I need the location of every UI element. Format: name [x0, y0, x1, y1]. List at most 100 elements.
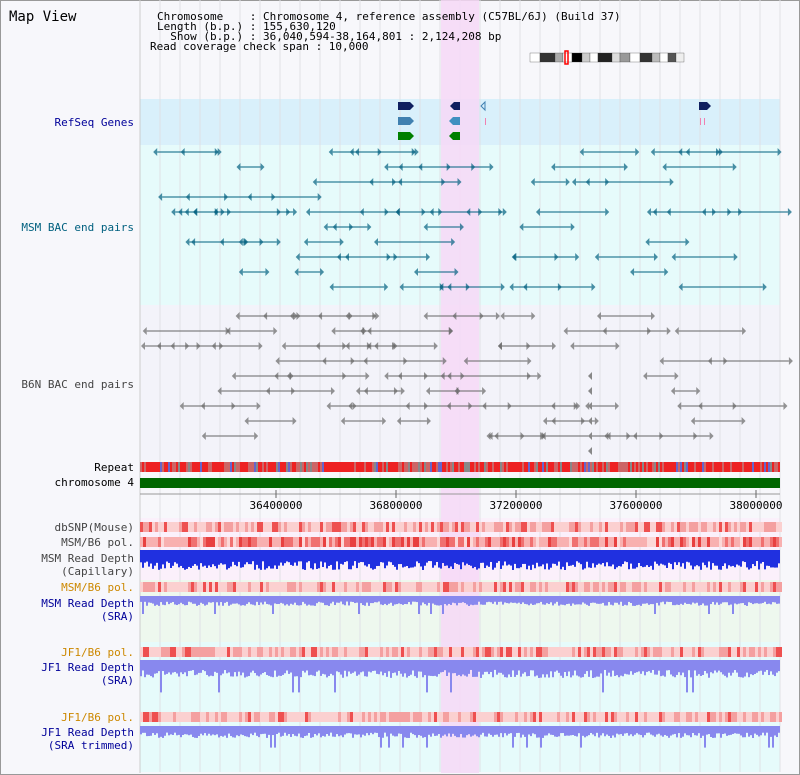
- jf1-b6-pol-strip: [701, 647, 704, 657]
- jf1-b6-pol-strip: [635, 647, 638, 657]
- repeat-segment: [354, 462, 356, 472]
- jf1-trimmed-depth: [574, 726, 576, 736]
- jf1-b6-pol-strip: [431, 647, 434, 657]
- msm-b6-pol-sra-strip: [269, 582, 272, 592]
- msm-capillary-depth: [254, 550, 256, 570]
- jf1-trimmed-depth: [280, 726, 282, 737]
- jf1-b6-pol-trimmed-strip: [602, 712, 605, 722]
- jf1-trimmed-depth: [224, 726, 226, 736]
- msm-bac-pair-end: [429, 208, 434, 216]
- jf1-b6-pol-trimmed-strip: [194, 712, 197, 722]
- dbsnp-strip: [260, 522, 263, 532]
- jf1-b6-pol-strip: [647, 647, 650, 657]
- jf1-b6-pol-trimmed-strip: [299, 712, 302, 722]
- repeat-segment: [388, 462, 390, 472]
- msm-sra-depth: [328, 596, 330, 606]
- dbsnp-strip: [335, 522, 338, 532]
- dbsnp-strip: [257, 522, 260, 532]
- jf1-sra-depth: [524, 660, 526, 673]
- msm-sra-depth: [774, 596, 776, 603]
- track-label-b6n-bac[interactable]: B6N BAC end pairs: [21, 378, 134, 391]
- jf1-b6-pol-strip: [437, 647, 440, 657]
- msm-capillary-depth: [488, 550, 490, 567]
- msm-b6-pol-strip: [440, 537, 443, 547]
- track-label-msm-depth-sra[interactable]: MSM Read Depth (SRA): [41, 597, 134, 623]
- jf1-trimmed-depth: [238, 726, 240, 737]
- jf1-sra-depth: [384, 660, 386, 673]
- track-label-jf1-b6-pol[interactable]: JF1/B6 pol.: [61, 646, 134, 659]
- jf1-b6-pol-trimmed-strip: [356, 712, 359, 722]
- msm-capillary-depth: [692, 550, 694, 570]
- dbsnp-strip: [665, 522, 668, 532]
- msm-capillary-depth: [354, 550, 356, 562]
- jf1-sra-depth: [240, 660, 242, 676]
- msm-b6-pol-strip: [329, 537, 332, 547]
- repeat-segment: [432, 462, 434, 472]
- repeat-segment: [282, 462, 284, 472]
- msm-capillary-depth: [482, 550, 484, 563]
- track-label-refseq[interactable]: RefSeq Genes: [54, 116, 134, 129]
- jf1-b6-pol-trimmed-strip: [227, 712, 230, 722]
- jf1-b6-pol-trimmed-strip: [269, 712, 272, 722]
- b6n-bac-pair-end: [698, 402, 703, 410]
- jf1-sra-depth: [520, 660, 522, 677]
- repeat-segment: [366, 462, 368, 472]
- jf1-trimmed-depth: [380, 726, 382, 748]
- b6n-bac-end: [588, 417, 592, 425]
- msm-b6-pol-strip: [734, 537, 737, 547]
- track-label-msm-b6-pol[interactable]: MSM/B6 pol.: [61, 536, 134, 549]
- jf1-b6-pol-trimmed-strip: [740, 712, 743, 722]
- msm-b6-pol-strip: [554, 537, 557, 547]
- repeat-segment: [256, 462, 258, 472]
- msm-b6-pol-sra-strip: [746, 582, 749, 592]
- repeat-segment: [596, 462, 598, 472]
- track-label-jf1-depth-trimmed[interactable]: JF1 Read Depth (SRA trimmed): [41, 726, 134, 752]
- msm-sra-depth: [720, 596, 722, 604]
- msm-b6-pol-sra-strip: [764, 582, 767, 592]
- jf1-trimmed-depth: [270, 726, 272, 748]
- msm-capillary-depth: [410, 550, 412, 568]
- msm-capillary-depth: [248, 550, 250, 565]
- jf1-trimmed-depth: [316, 726, 318, 736]
- msm-b6-pol-sra-strip: [440, 582, 443, 592]
- track-label-msm-depth-capillary[interactable]: MSM Read Depth (Capillary): [41, 552, 134, 578]
- track-label-dbsnp[interactable]: dbSNP(Mouse): [54, 521, 134, 534]
- ideogram-band: [639, 52, 653, 63]
- jf1-b6-pol-strip: [662, 647, 665, 657]
- track-label-jf1-depth-sra[interactable]: JF1 Read Depth (SRA): [41, 661, 134, 687]
- repeat-segment: [240, 462, 242, 472]
- msm-sra-depth: [142, 596, 144, 614]
- dbsnp-strip: [575, 522, 578, 532]
- track-label-msm-b6-pol-sra[interactable]: MSM/B6 pol.: [61, 581, 134, 594]
- msm-sra-depth: [354, 596, 356, 604]
- msm-bac-pair-end: [685, 238, 690, 246]
- track-label-jf1-b6-pol-trimmed[interactable]: JF1/B6 pol.: [61, 711, 134, 724]
- chromosome-bar: [140, 478, 780, 488]
- jf1-b6-pol-strip: [560, 647, 563, 657]
- msm-capillary-depth: [500, 550, 502, 569]
- repeat-segment: [718, 462, 720, 472]
- repeat-segment: [574, 462, 576, 472]
- msm-b6-pol-strip: [632, 537, 635, 547]
- repeat-segment: [286, 462, 288, 472]
- dbsnp-strip: [761, 522, 764, 532]
- jf1-trimmed-depth: [326, 726, 328, 735]
- jf1-trimmed-depth: [514, 726, 516, 737]
- msm-b6-pol-strip: [722, 537, 725, 547]
- msm-b6-pol-strip: [353, 537, 356, 547]
- jf1-trimmed-depth: [616, 726, 618, 734]
- jf1-b6-pol-strip: [350, 647, 353, 657]
- jf1-b6-pol-trimmed-strip: [353, 712, 356, 722]
- msm-capillary-depth: [658, 550, 660, 566]
- page-title: Map View: [9, 9, 77, 25]
- jf1-sra-depth: [304, 660, 306, 673]
- msm-capillary-depth: [666, 550, 668, 568]
- msm-capillary-depth: [522, 550, 524, 564]
- msm-b6-pol-sra-strip: [599, 582, 602, 592]
- b6n-bac-pair-end: [497, 342, 502, 350]
- msm-bac-pair-end: [276, 238, 281, 246]
- repeat-segment: [668, 462, 670, 472]
- track-label-msm-bac[interactable]: MSM BAC end pairs: [21, 221, 134, 234]
- repeat-segment: [536, 462, 538, 472]
